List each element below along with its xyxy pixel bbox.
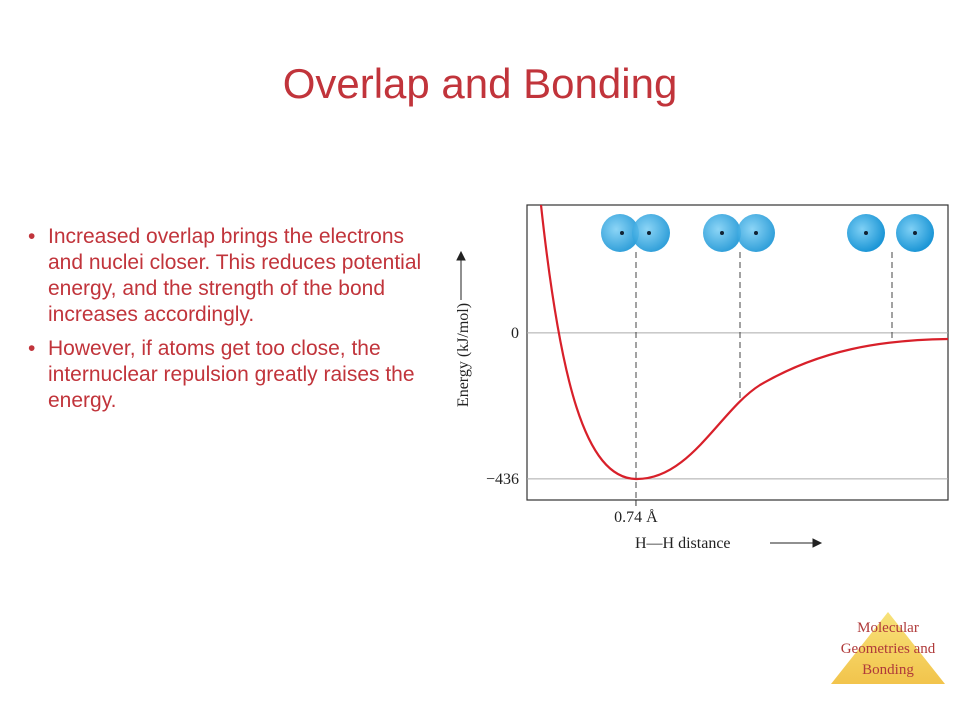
x-axis-label: H—H distance bbox=[635, 535, 731, 552]
slide-title: Overlap and Bonding bbox=[282, 60, 678, 107]
plot-frame bbox=[526, 204, 949, 501]
y-tick-label: −436 bbox=[486, 471, 519, 488]
footer-label: Molecular Geometries and Bonding bbox=[840, 620, 936, 678]
y-axis-label: Energy (kJ/mol) bbox=[455, 303, 472, 407]
dashed-guides bbox=[635, 252, 893, 500]
x-arrow bbox=[770, 538, 823, 548]
energy-curve bbox=[539, 204, 949, 481]
footer-triangle bbox=[831, 612, 945, 684]
x-tick-label: 0.74 Å bbox=[614, 508, 658, 526]
atoms bbox=[601, 214, 934, 252]
bullet: However, if atoms get too close, the int… bbox=[28, 336, 428, 414]
bullet: Increased overlap brings the electrons a… bbox=[28, 224, 428, 328]
bullet-list: Increased overlap brings the electrons a… bbox=[28, 224, 428, 422]
y-tick-label: 0 bbox=[511, 325, 519, 342]
y-arrow bbox=[456, 250, 466, 300]
